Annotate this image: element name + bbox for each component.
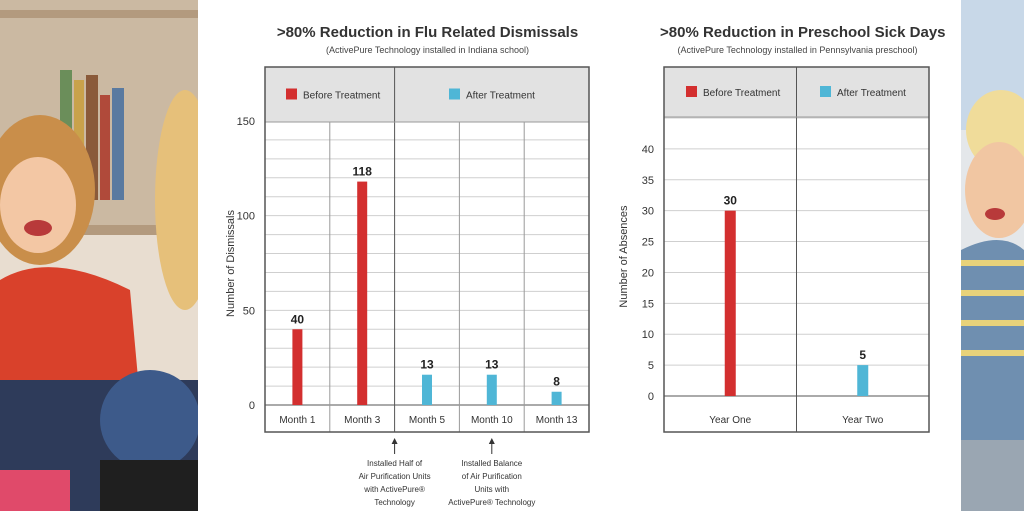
chart2-title: >80% Reduction in Preschool Sick Days: [660, 24, 946, 41]
chart2-subtitle: (ActivePure Technology installed in Penn…: [677, 45, 918, 55]
chart1-title: >80% Reduction in Flu Related Dismissals: [276, 24, 579, 41]
boy-photo-illustration: [961, 0, 1024, 511]
children-photo-illustration: [0, 0, 198, 511]
photo-left-children: [0, 0, 198, 511]
chart1-subtitle: (ActivePure Technology installed in Indi…: [326, 45, 529, 55]
photo-right-boy: [961, 0, 1024, 511]
charts-panel: [198, 0, 961, 511]
